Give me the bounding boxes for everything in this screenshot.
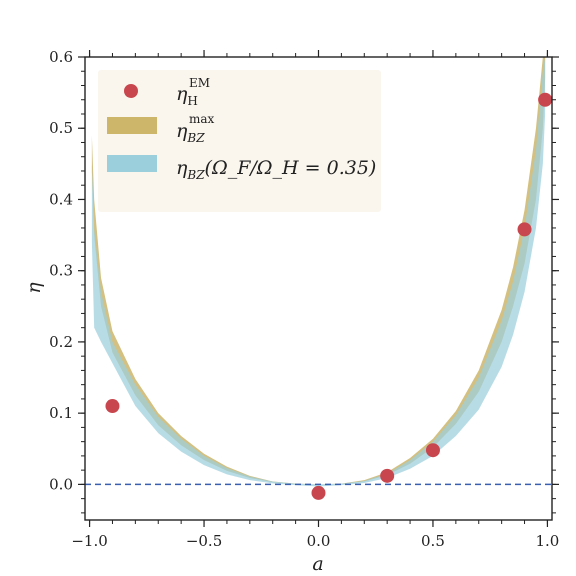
x-tick-label: 1.0 <box>535 532 559 550</box>
legend-label-035: ηBZ(Ω_F/Ω_H = 0.35) <box>176 157 376 182</box>
y-tick-label: 0.1 <box>49 404 73 422</box>
y-tick-label: 0.0 <box>49 475 73 493</box>
x-axis-label: a <box>312 553 323 575</box>
legend-sup-em: EM <box>189 76 210 90</box>
data-point-em <box>311 485 326 500</box>
legend-patch-max <box>107 117 157 134</box>
legend-sub-035: BZ <box>186 168 205 182</box>
y-axis-label: η <box>23 282 45 294</box>
legend-label-max: ηBZ max <box>176 112 215 145</box>
legend-sub-max: BZ <box>186 131 205 145</box>
data-point-em <box>425 443 440 458</box>
x-axis-ticks: −1.0 −0.5 0.0 0.5 1.0 <box>71 50 559 550</box>
legend: ηHEM ηBZmax ηBZ(Ω_F/Ω_H = 0.35) <box>98 70 381 212</box>
legend-eta-em: η <box>176 83 188 105</box>
data-point-em <box>517 222 532 237</box>
y-tick-label: 0.6 <box>49 48 73 66</box>
x-tick-label: 0.0 <box>307 532 331 550</box>
legend-sub-em: H <box>187 94 197 108</box>
y-tick-label: 0.5 <box>49 119 73 137</box>
y-axis-ticks: 0.0 0.1 0.2 0.3 0.4 0.5 0.6 <box>49 48 559 514</box>
legend-box <box>98 70 381 212</box>
x-tick-label: 0.5 <box>421 532 445 550</box>
data-point-em <box>538 92 553 107</box>
y-tick-label: 0.2 <box>49 333 73 351</box>
legend-suffix-035: (Ω_F/Ω_H = 0.35) <box>205 157 377 179</box>
legend-marker-em <box>124 84 138 98</box>
y-tick-label: 0.3 <box>49 262 73 280</box>
legend-label-em: ηH EM <box>176 76 210 108</box>
data-point-em <box>105 399 120 414</box>
x-tick-label: −0.5 <box>186 532 222 550</box>
data-point-em <box>380 468 395 483</box>
legend-sup-max: max <box>189 112 215 126</box>
x-tick-label: −1.0 <box>71 532 107 550</box>
scatter-layer <box>105 92 553 500</box>
legend-patch-035 <box>107 155 157 172</box>
legend-eta-max: η <box>176 120 188 142</box>
legend-eta-035: η <box>176 157 188 179</box>
y-tick-label: 0.4 <box>49 190 73 208</box>
